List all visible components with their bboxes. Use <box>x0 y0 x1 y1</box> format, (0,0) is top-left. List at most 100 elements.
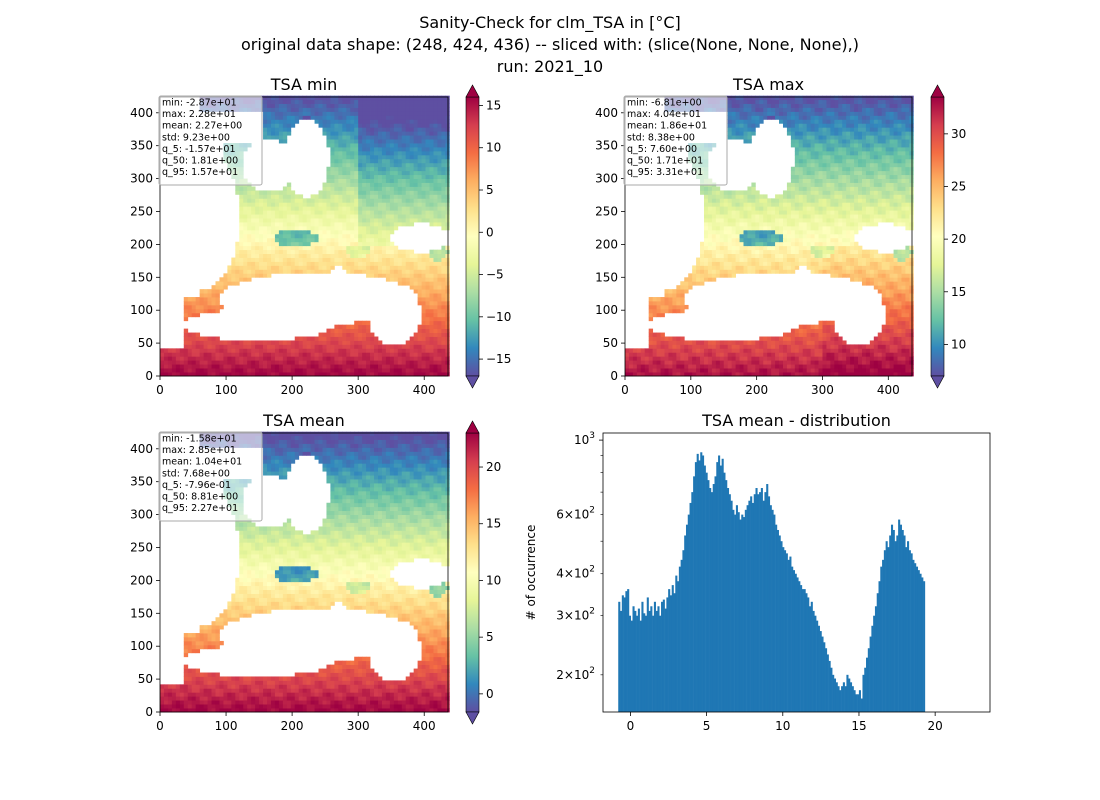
heatmap-cell <box>401 269 407 274</box>
heatmap-cell <box>397 131 403 136</box>
heatmap-cell <box>715 368 721 373</box>
heatmap-cell <box>282 261 288 266</box>
heatmap-cell <box>259 194 264 199</box>
heatmap-cell <box>814 261 819 266</box>
heatmap-cell <box>417 202 422 207</box>
heatmap-cell <box>385 103 391 108</box>
heatmap-cell <box>731 344 736 349</box>
heatmap-cell <box>381 158 387 164</box>
heatmap-cell <box>885 300 891 306</box>
heatmap-cell <box>294 99 300 104</box>
heatmap-cell <box>370 206 375 211</box>
heatmap-cell <box>727 214 733 219</box>
heatmap-cell <box>723 261 729 266</box>
heatmap-cell <box>195 340 201 345</box>
heatmap-cell <box>322 107 327 112</box>
heatmap-cell <box>278 119 284 124</box>
heatmap-cell <box>417 336 422 341</box>
heatmap-cell <box>739 194 744 199</box>
heatmap-cell <box>877 198 883 203</box>
heatmap-cell <box>322 103 327 108</box>
heatmap-cell <box>790 340 796 345</box>
heatmap-cell <box>905 360 910 365</box>
heatmap-cell <box>909 368 914 373</box>
heatmap-cell <box>366 147 371 152</box>
heatmap-cell <box>747 265 752 270</box>
heatmap-cell <box>810 372 815 377</box>
heatmap-cell <box>445 316 450 322</box>
heatmap-cell <box>235 340 240 345</box>
heatmap-cell <box>905 297 910 302</box>
heatmap-cell <box>441 308 446 314</box>
heatmap-cell <box>350 214 355 219</box>
heatmap-cell <box>692 265 697 270</box>
heatmap-cell <box>235 249 240 255</box>
heatmap-cell <box>302 249 308 255</box>
heatmap-cell <box>818 360 823 365</box>
heatmap-cell <box>409 214 415 219</box>
heatmap-cell <box>215 285 220 290</box>
heatmap-cell <box>251 372 256 377</box>
heatmap-cell <box>834 336 839 341</box>
heatmap-cell <box>413 143 419 148</box>
heatmap-cell <box>366 115 371 120</box>
heatmap-cell <box>354 103 359 108</box>
heatmap-cell <box>806 222 812 227</box>
heatmap-cell <box>346 158 351 164</box>
heatmap-cell <box>425 123 430 128</box>
heatmap-cell <box>421 135 426 140</box>
heatmap-cell <box>775 265 780 270</box>
heatmap-cell <box>282 127 288 132</box>
heatmap-cell <box>877 206 883 211</box>
heatmap-cell <box>625 372 630 377</box>
heatmap-cell <box>445 225 450 231</box>
heatmap-cell <box>806 336 812 341</box>
heatmap-cell <box>385 95 391 101</box>
heatmap-cell <box>445 131 450 136</box>
heatmap-cell <box>377 111 383 116</box>
heatmap-cell <box>901 312 906 318</box>
heatmap-cell <box>873 336 879 341</box>
heatmap-cell <box>861 210 867 215</box>
heatmap-cell <box>413 277 419 282</box>
heatmap-cell <box>775 237 780 243</box>
heatmap-cell <box>393 245 399 251</box>
heatmap-cell <box>664 348 669 353</box>
heatmap-cell <box>644 364 650 369</box>
heatmap-cell <box>901 194 906 199</box>
heatmap-cell <box>735 194 740 199</box>
heatmap-cell <box>664 368 669 373</box>
heatmap-cell <box>358 352 363 357</box>
heatmap-cell <box>897 214 902 219</box>
heatmap-cell <box>881 293 887 298</box>
heatmap-cell <box>834 368 839 373</box>
heatmap-cell <box>814 348 819 353</box>
heatmap-cell <box>873 364 879 369</box>
heatmap-cell <box>409 348 415 353</box>
heatmap-cell <box>282 210 288 215</box>
heatmap-cell <box>397 162 403 168</box>
heatmap-cell <box>346 202 351 207</box>
heatmap-cell <box>834 261 839 266</box>
heatmap-cell <box>782 360 788 365</box>
heatmap-cell <box>775 336 780 341</box>
heatmap-cell <box>362 336 367 341</box>
heatmap-cell <box>854 225 859 231</box>
heatmap-cell <box>703 348 709 353</box>
heatmap-cell <box>889 340 894 345</box>
heatmap-cell <box>195 352 201 357</box>
heatmap-cell <box>830 241 835 247</box>
heatmap-cell <box>235 261 240 266</box>
heatmap-cell <box>326 186 331 191</box>
heatmap-cell <box>354 158 359 164</box>
heatmap-cell <box>278 127 284 132</box>
heatmap-cell <box>707 253 713 258</box>
heatmap-cell <box>680 304 685 310</box>
heatmap-cell <box>441 269 446 274</box>
heatmap-cell <box>818 198 823 203</box>
heatmap-cell <box>830 344 835 349</box>
heatmap-cell <box>267 245 272 251</box>
heatmap-cell <box>350 253 355 258</box>
heatmap-cell <box>393 202 399 207</box>
heatmap-cell <box>877 336 883 341</box>
